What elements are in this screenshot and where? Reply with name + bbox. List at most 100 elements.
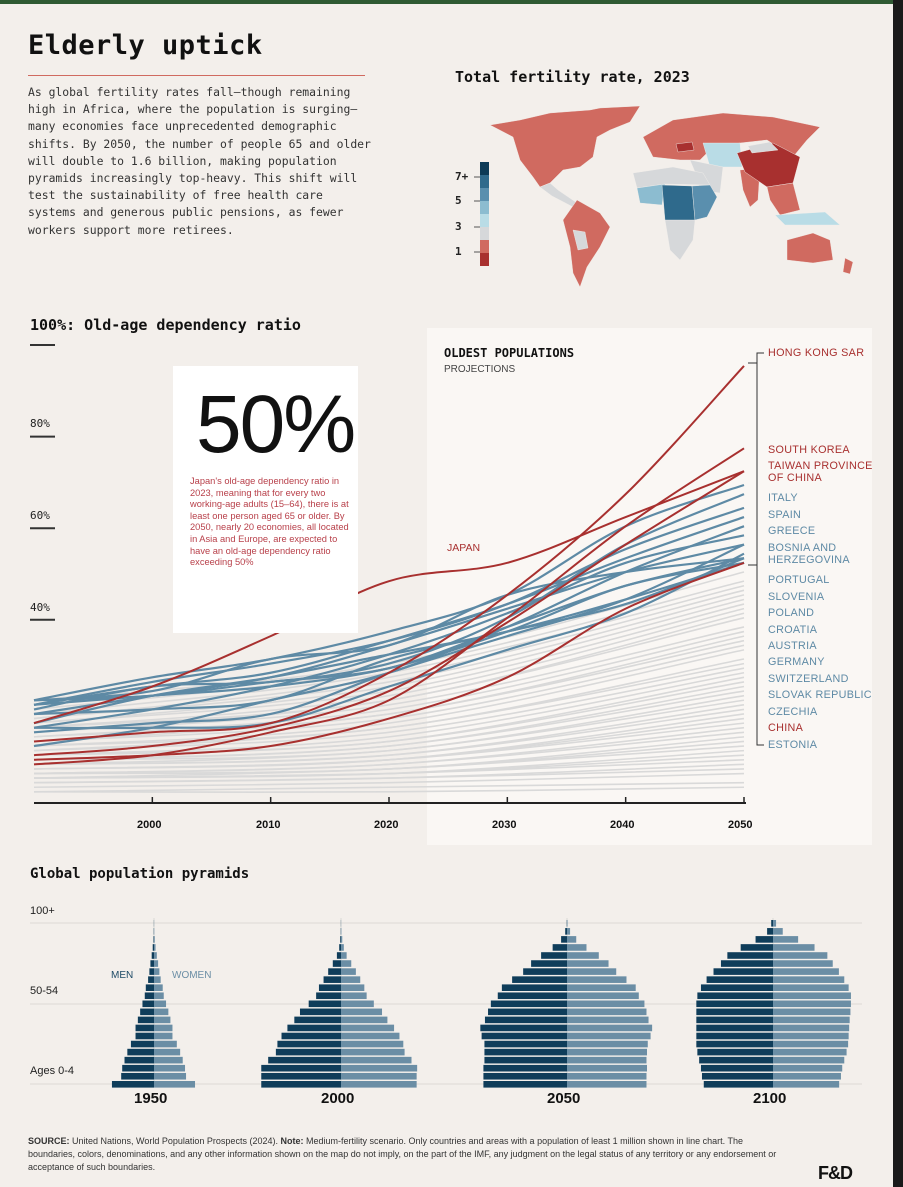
bar-women-2100 (773, 928, 783, 935)
bar-men-2100 (696, 1000, 773, 1008)
population-pyramids (30, 918, 862, 1088)
map-region (572, 229, 589, 251)
country-label: SPAIN (768, 509, 802, 521)
age-label-100plus: 100+ (30, 905, 55, 917)
background-country-line (33, 781, 745, 793)
pyramid-year-2050: 2050 (547, 1090, 581, 1107)
bar-men-2050 (523, 968, 567, 975)
bar-men-2100 (696, 1008, 773, 1016)
page-title: Elderly uptick (28, 30, 263, 61)
japan-label: JAPAN (447, 542, 481, 554)
bar-women-2000 (341, 1081, 417, 1088)
x-tick-2030: 2030 (492, 819, 517, 831)
panel-subtitle: PROJECTIONS (444, 364, 516, 375)
bar-women-2000 (341, 968, 356, 975)
callout-box (173, 366, 358, 633)
bar-men-2000 (275, 1048, 341, 1056)
bar-women-2050 (567, 920, 568, 927)
bar-men-2000 (340, 936, 341, 943)
bar-men-2100 (696, 1040, 773, 1048)
bar-women-2100 (773, 952, 828, 959)
bar-men-2050 (483, 1064, 567, 1072)
map-region (842, 257, 854, 275)
right-border (893, 0, 903, 1187)
bar-men-2050 (565, 928, 567, 935)
bar-men-2100 (696, 1016, 773, 1024)
bar-women-2050 (567, 992, 639, 1000)
bar-women-2000 (341, 1008, 383, 1016)
y-tick-40: 40% (30, 601, 50, 614)
background-country-line (33, 708, 745, 766)
map-region (636, 183, 666, 206)
bar-men-2000 (281, 1032, 341, 1040)
bar-women-2000 (341, 1056, 412, 1064)
bar-men-2100 (740, 944, 773, 951)
panel-title: OLDEST POPULATIONS (444, 346, 575, 360)
background-country-line (33, 662, 745, 752)
bar-men-2050 (561, 936, 567, 943)
bar-men-1950 (150, 960, 154, 967)
line-taiwan-province-of-china (33, 470, 745, 757)
bar-men-2100 (696, 1024, 773, 1032)
bar-women-2000 (341, 984, 365, 991)
bar-women-2100 (773, 1048, 847, 1056)
legend-swatch (480, 253, 489, 266)
map-region (691, 184, 718, 221)
bar-women-1950 (154, 1048, 181, 1056)
bar-women-1950 (154, 1008, 169, 1016)
bar-women-2050 (567, 976, 627, 983)
bar-women-2000 (341, 960, 352, 967)
bar-men-1950 (151, 952, 154, 959)
bar-men-2100 (767, 928, 773, 935)
background-country-line (33, 649, 745, 747)
bar-men-2050 (490, 1000, 567, 1008)
bar-men-2100 (696, 1032, 773, 1040)
top-border (0, 0, 903, 4)
legend-swatch (480, 175, 489, 188)
bar-women-2100 (773, 984, 849, 991)
country-label: CROATIA (768, 624, 818, 636)
map-region (664, 219, 696, 261)
bar-women-2050 (567, 984, 636, 991)
bar-men-1950 (149, 968, 154, 975)
bar-women-2100 (773, 1064, 843, 1072)
legend-label-3: 3 (455, 220, 462, 233)
background-country-line (33, 731, 745, 775)
line-chart-title: 100%: Old-age dependency ratio (30, 316, 301, 334)
bar-men-2050 (512, 976, 567, 983)
bar-women-2000 (341, 1000, 374, 1008)
note-text: Medium-fertility scenario. Only countrie… (28, 1136, 777, 1172)
legend-swatch (480, 227, 489, 240)
background-country-line (33, 745, 745, 779)
bar-men-2000 (261, 1081, 341, 1088)
country-label: CHINA (768, 722, 804, 734)
bar-men-1950 (127, 1048, 154, 1056)
bar-women-1950 (154, 1064, 186, 1072)
bar-women-2100 (773, 976, 845, 983)
country-label: SLOVENIA (768, 591, 825, 603)
bar-women-1950 (154, 960, 159, 967)
bar-men-2100 (727, 952, 773, 959)
bar-men-1950 (152, 944, 154, 951)
map-region (489, 105, 641, 188)
bar-women-2100 (773, 920, 777, 927)
bar-men-1950 (111, 1081, 154, 1088)
bar-women-1950 (154, 1024, 173, 1032)
y-tick-60: 60% (30, 509, 50, 522)
bar-men-2050 (488, 1008, 567, 1016)
bar-men-2050 (483, 1081, 567, 1088)
bar-men-1950 (135, 1024, 154, 1032)
bar-women-2000 (341, 944, 344, 951)
line-slovak-republic (33, 552, 745, 730)
country-label: SOUTH KOREA (768, 444, 850, 456)
background-country-line (33, 699, 745, 766)
background-country-line (33, 681, 745, 756)
bar-women-1950 (154, 992, 164, 1000)
bar-men-2050 (501, 984, 567, 991)
source-label: SOURCE: (28, 1136, 70, 1146)
bar-men-2100 (771, 920, 773, 927)
legend-swatch (480, 240, 489, 253)
map-region (702, 142, 743, 168)
background-country-line (33, 768, 745, 784)
bar-men-2100 (700, 1064, 773, 1072)
